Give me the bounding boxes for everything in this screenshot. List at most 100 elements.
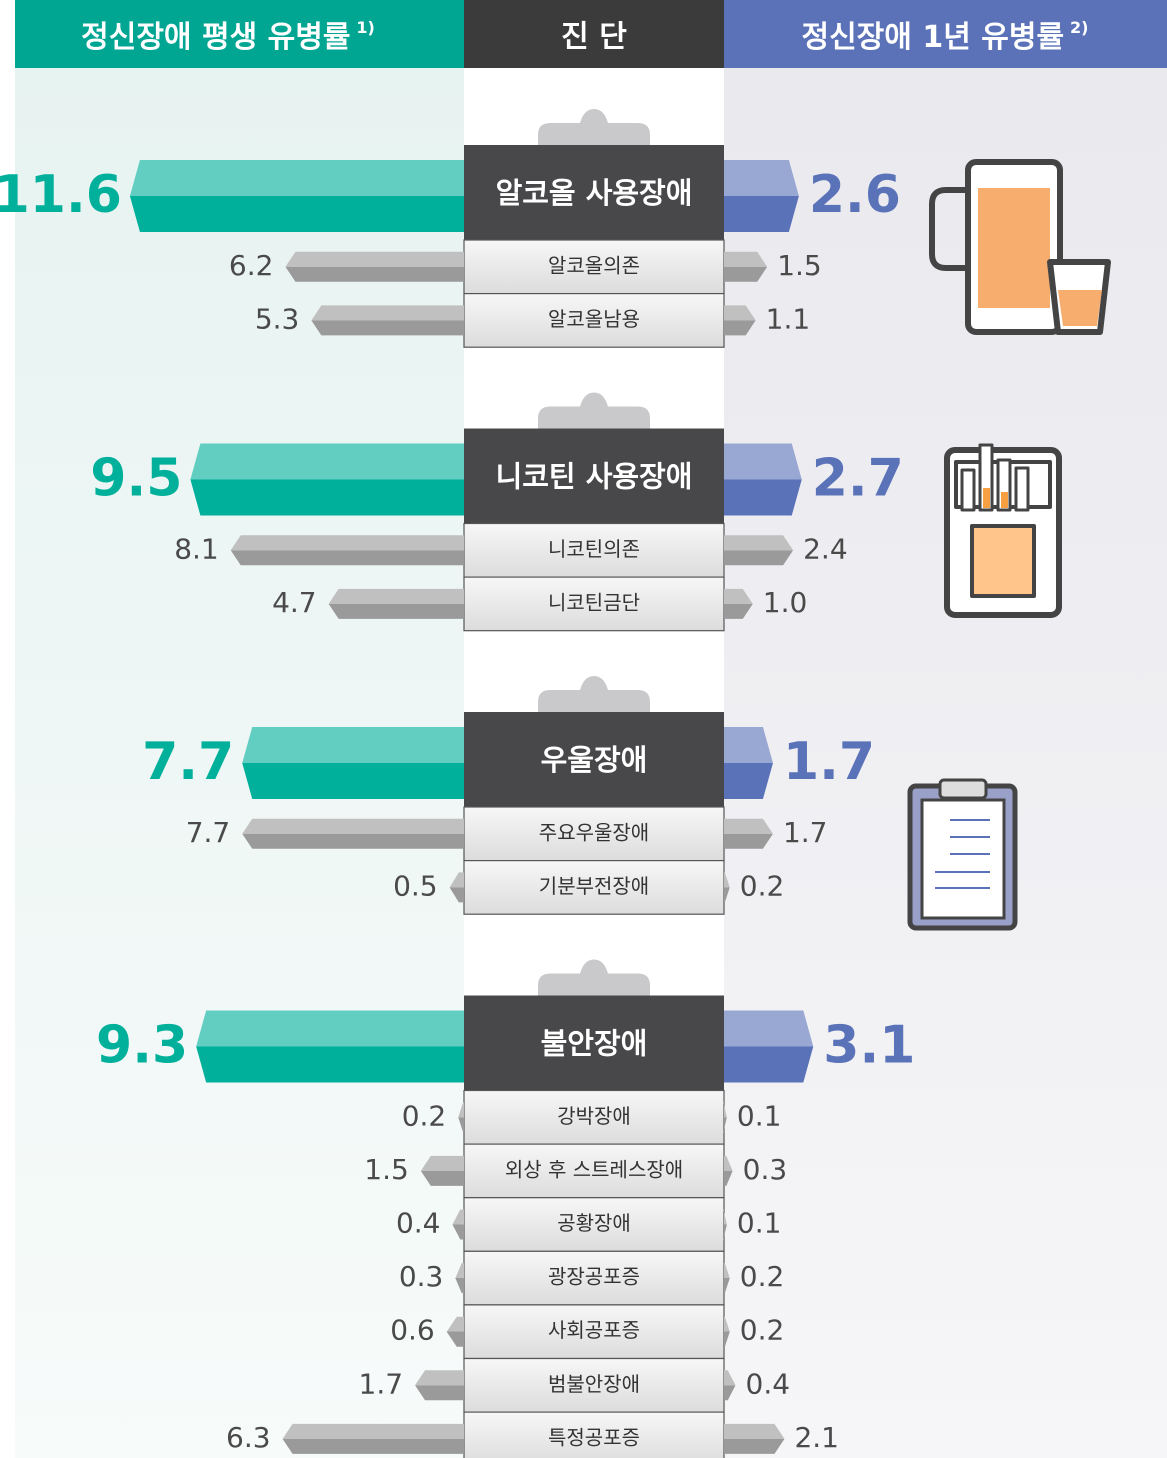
item-label: 특정공포증 [548,1425,640,1449]
value-label: 0.3 [399,1260,444,1293]
left-title: 정신장애 평생 유병률 1) [81,18,375,55]
value-label: 6.3 [226,1421,271,1454]
clip [538,676,650,712]
value-label: 1.7 [359,1367,404,1400]
clip [538,392,650,429]
value-label: 8.1 [174,532,219,565]
bar [446,1316,464,1347]
item-label: 기분부전장애 [539,874,649,898]
center-title: 진 단 [561,20,627,55]
value-label: 1.5 [364,1153,409,1186]
value-label: 2.7 [812,449,904,509]
bar [724,443,802,516]
item-cell [463,1304,725,1360]
value-label: 0.4 [746,1367,791,1400]
clip [538,959,650,996]
center-header [464,0,724,68]
right-header [724,0,1167,68]
item-label: 주요우울장애 [539,820,649,844]
bar [724,1423,785,1454]
value-label: 1.7 [783,732,875,792]
value-label: 7.7 [186,816,231,849]
item-cell [463,1143,725,1199]
item-cell [463,1197,725,1252]
value-label: 3.1 [823,1016,915,1076]
bar [724,1263,730,1294]
value-label: 1.0 [763,586,808,619]
group-box [464,428,724,524]
item-cell [463,522,725,578]
value-label: 2.1 [794,1421,839,1454]
bar [723,1209,727,1240]
item-label: 알코올의존 [548,253,640,277]
bar [328,588,464,619]
bar [129,160,465,232]
item-cell [463,859,725,915]
bar [420,1155,464,1186]
bar [230,535,464,566]
value-label: 0.2 [740,1314,785,1347]
value-label: 0.3 [743,1153,788,1186]
bar [455,1263,464,1294]
bar [724,588,753,619]
value-label: 1.1 [766,302,811,335]
bar [724,305,756,336]
group-box [464,145,724,240]
bar [723,1102,727,1133]
group-label: 니코틴 사용장애 [496,460,693,494]
item-cell [463,1357,725,1413]
value-label: 2.4 [803,532,848,565]
value-label: 2.6 [809,165,901,225]
value-label: 1.7 [783,816,828,849]
chart: 알코올 사용장애 11.6 2.6 알코올의존 6.2 1.5 알코올남용 5.3 1.1 니코틴… [0,109,915,1458]
bar [724,160,799,232]
value-label: 9.3 [96,1016,188,1076]
bar [724,1370,736,1401]
beer-icon [929,159,1111,335]
bar [190,443,464,516]
bar [724,727,773,799]
value-label: 11.6 [0,165,122,225]
item-label: 사회공포증 [548,1318,640,1342]
group-label: 알코올 사용장애 [496,176,693,210]
value-label: 0.1 [737,1207,782,1240]
group-label: 우울장애 [541,743,648,777]
bar [452,1209,464,1240]
item-label: 범불안장애 [548,1372,640,1396]
item-label: 외상 후 스트레스장애 [505,1157,683,1181]
bar [415,1370,464,1401]
bar [242,727,464,799]
bar [724,1010,814,1083]
bar [449,872,464,903]
value-label: 5.3 [255,302,300,335]
group-box [464,995,724,1091]
bar [285,251,464,282]
value-label: 9.5 [90,449,182,509]
bar [724,1155,733,1186]
value-label: 0.2 [740,1260,785,1293]
clip [538,109,650,145]
item-cell [463,1250,725,1306]
bar [242,818,464,849]
value-label: 0.1 [737,1099,782,1132]
item-cell [463,806,725,862]
value-label: 0.6 [390,1314,435,1347]
group-box [464,712,724,807]
value-label: 0.2 [402,1099,447,1132]
item-label: 니코틴의존 [548,537,640,561]
value-label: 0.2 [740,869,785,902]
value-label: 1.5 [777,249,822,282]
cigarette-icon [944,443,1062,618]
bar [196,1010,464,1083]
item-label: 니코틴금단 [548,590,640,614]
item-label: 공황장애 [557,1211,631,1235]
right-title: 정신장애 1년 유병률 2) [801,18,1088,55]
group-label: 불안장애 [541,1027,648,1061]
bar [282,1423,464,1454]
left-header [15,0,464,68]
value-label: 7.7 [142,732,234,792]
value-label: 4.7 [272,586,317,619]
bar [724,535,794,566]
bar [724,818,773,849]
